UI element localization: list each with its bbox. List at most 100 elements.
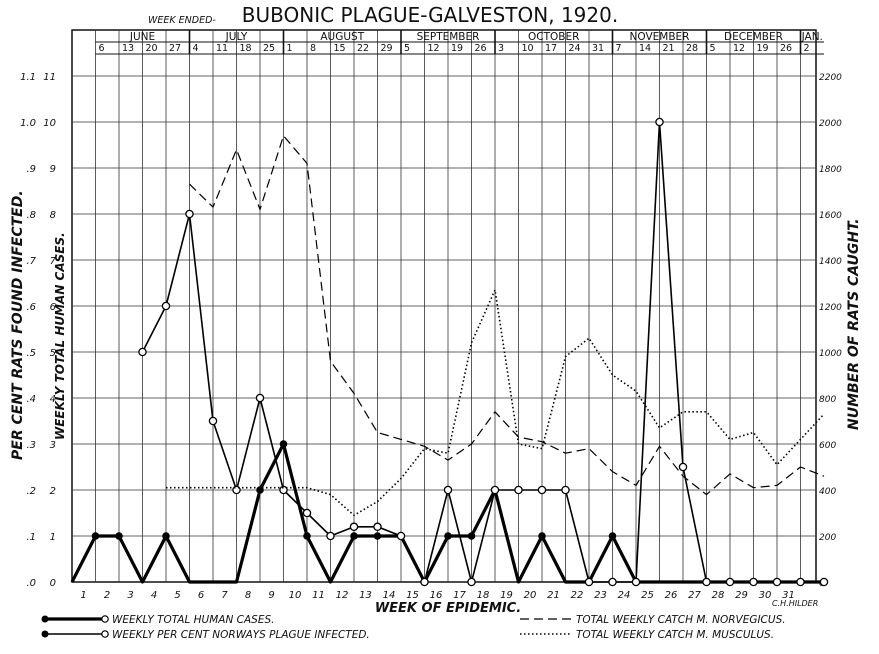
human-cases-point bbox=[467, 532, 476, 540]
percent-tick-label: 1.0 bbox=[20, 118, 36, 129]
rats-tick-label: 1600 bbox=[819, 211, 842, 221]
week-date-label: 26 bbox=[780, 43, 792, 54]
percent-infected-point bbox=[138, 347, 147, 357]
percent-tick-label: .3 bbox=[26, 440, 36, 451]
week-number-label: 5 bbox=[174, 590, 180, 601]
month-label: DECEMBER bbox=[724, 31, 783, 43]
percent-infected-point bbox=[749, 577, 758, 587]
week-date-label: 14 bbox=[639, 43, 651, 54]
legend-marker bbox=[101, 630, 109, 638]
percent-infected-point bbox=[796, 577, 805, 587]
week-date-label: 25 bbox=[263, 43, 275, 54]
cases-tick-label: 8 bbox=[50, 210, 56, 221]
week-number-label: 24 bbox=[618, 590, 631, 601]
week-number-label: 19 bbox=[500, 590, 513, 601]
cases-tick-label: 3 bbox=[50, 440, 56, 451]
ylabel-rats-caught: NUMBER OF RATS CAUGHT. bbox=[846, 218, 862, 430]
percent-infected-point bbox=[443, 485, 453, 495]
chart-series bbox=[70, 117, 829, 587]
week-number-label: 26 bbox=[665, 590, 678, 601]
month-label: JAN. bbox=[801, 31, 823, 43]
week-date-label: 27 bbox=[169, 43, 181, 54]
chart-title: BUBONIC PLAGUE-GALVESTON, 1920. bbox=[242, 3, 618, 27]
week-number-label: 1 bbox=[80, 590, 86, 601]
percent-infected-point bbox=[584, 577, 594, 587]
ylabel-human-cases: WEEKLY TOTAL HUMAN CASES. bbox=[53, 232, 67, 440]
percent-infected-point bbox=[702, 577, 711, 587]
rats-tick-label: 1400 bbox=[819, 257, 842, 267]
cases-tick-label: 6 bbox=[50, 302, 56, 313]
cases-tick-label: 1 bbox=[50, 532, 56, 543]
left-axis-ticks: .0 .1 .2 .3 .4 .5 .6 .7 .8 .9 1.0 1.1 0 1 2 3 4 5 6 7 8 9 10 11 bbox=[20, 72, 57, 589]
percent-tick-label: .9 bbox=[26, 164, 36, 175]
week-date-label: 11 bbox=[216, 43, 228, 54]
week-date-label: 2 bbox=[804, 43, 810, 54]
percent-tick-label: .8 bbox=[26, 210, 36, 221]
series-line-2 bbox=[189, 135, 825, 496]
legend-marker bbox=[41, 630, 49, 638]
week-date-label: 28 bbox=[686, 43, 698, 54]
legend-label-2: TOTAL WEEKLY CATCH M. NORVEGICUS. bbox=[576, 614, 786, 626]
date-header: JUNE JULY AUGUST SEPTEMBER OCTOBER NOVEMBER DE… bbox=[95, 30, 824, 55]
week-date-label: 5 bbox=[710, 43, 716, 54]
human-cases-point bbox=[538, 532, 546, 540]
human-cases-point bbox=[279, 440, 288, 448]
week-number-label: 16 bbox=[430, 590, 443, 601]
week-number-label: 21 bbox=[547, 590, 560, 601]
xlabel: WEEK OF EPIDEMIC. bbox=[375, 601, 521, 616]
month-label: SEPTEMBER bbox=[417, 31, 480, 43]
week-number-label: 25 bbox=[641, 590, 654, 601]
percent-infected-point bbox=[279, 485, 288, 495]
week-number-label: 12 bbox=[336, 590, 349, 601]
week-date-label: 10 bbox=[522, 43, 534, 54]
week-number-label: 23 bbox=[594, 590, 607, 601]
month-label: NOVEMBER bbox=[630, 31, 690, 43]
rats-tick-label: 1200 bbox=[819, 303, 842, 313]
week-number-label: 10 bbox=[289, 590, 302, 601]
week-date-label: 18 bbox=[240, 43, 252, 54]
week-date-label: 3 bbox=[498, 43, 504, 54]
week-date-label: 26 bbox=[475, 43, 487, 54]
percent-infected-point bbox=[208, 416, 218, 426]
week-date-label: 4 bbox=[193, 43, 199, 54]
rats-tick-label: 400 bbox=[819, 487, 836, 497]
week-number-label: 9 bbox=[268, 590, 274, 601]
week-number-label: 27 bbox=[688, 590, 701, 601]
week-date-label: 6 bbox=[99, 43, 105, 54]
percent-tick-label: .5 bbox=[26, 348, 36, 359]
cases-tick-label: 5 bbox=[50, 348, 56, 359]
week-number-label: 4 bbox=[151, 590, 157, 601]
ylabel-percent-infected: PER CENT RATS FOUND INFECTED. bbox=[10, 190, 26, 460]
week-ended-label: WEEK ENDED- bbox=[148, 15, 216, 26]
chart-legend: WEEKLY TOTAL HUMAN CASES. WEEKLY PER CENT… bbox=[41, 614, 786, 641]
percent-infected-point bbox=[725, 577, 735, 587]
percent-infected-point bbox=[396, 531, 406, 541]
rats-tick-label: 1000 bbox=[819, 349, 842, 359]
cases-tick-label: 10 bbox=[43, 118, 56, 129]
week-date-label: 7 bbox=[616, 43, 622, 54]
rats-tick-label: 600 bbox=[819, 441, 836, 451]
percent-infected-point bbox=[631, 577, 641, 587]
percent-infected-point bbox=[490, 485, 500, 495]
cases-tick-label: 2 bbox=[50, 486, 56, 497]
week-date-label: 15 bbox=[334, 43, 346, 54]
week-number-label: 6 bbox=[198, 590, 204, 601]
week-number-label: 17 bbox=[453, 590, 466, 601]
percent-infected-point bbox=[467, 577, 476, 587]
percent-infected-point bbox=[185, 209, 194, 219]
rats-tick-label: 200 bbox=[819, 533, 836, 543]
legend-marker bbox=[101, 615, 109, 623]
human-cases-point bbox=[303, 532, 311, 540]
rats-tick-label: 2200 bbox=[819, 73, 842, 83]
chart-grid bbox=[72, 30, 816, 582]
right-axis-ticks: 0200400600800100012001400160018002000220… bbox=[819, 73, 842, 589]
week-date-label: 21 bbox=[663, 43, 675, 54]
human-cases-point bbox=[350, 532, 358, 540]
week-number-label: 22 bbox=[571, 590, 584, 601]
month-label: OCTOBER bbox=[528, 31, 579, 43]
week-date-label: 13 bbox=[122, 43, 134, 54]
percent-infected-point bbox=[349, 522, 359, 532]
percent-tick-label: .7 bbox=[26, 256, 36, 267]
percent-infected-point bbox=[326, 531, 335, 541]
